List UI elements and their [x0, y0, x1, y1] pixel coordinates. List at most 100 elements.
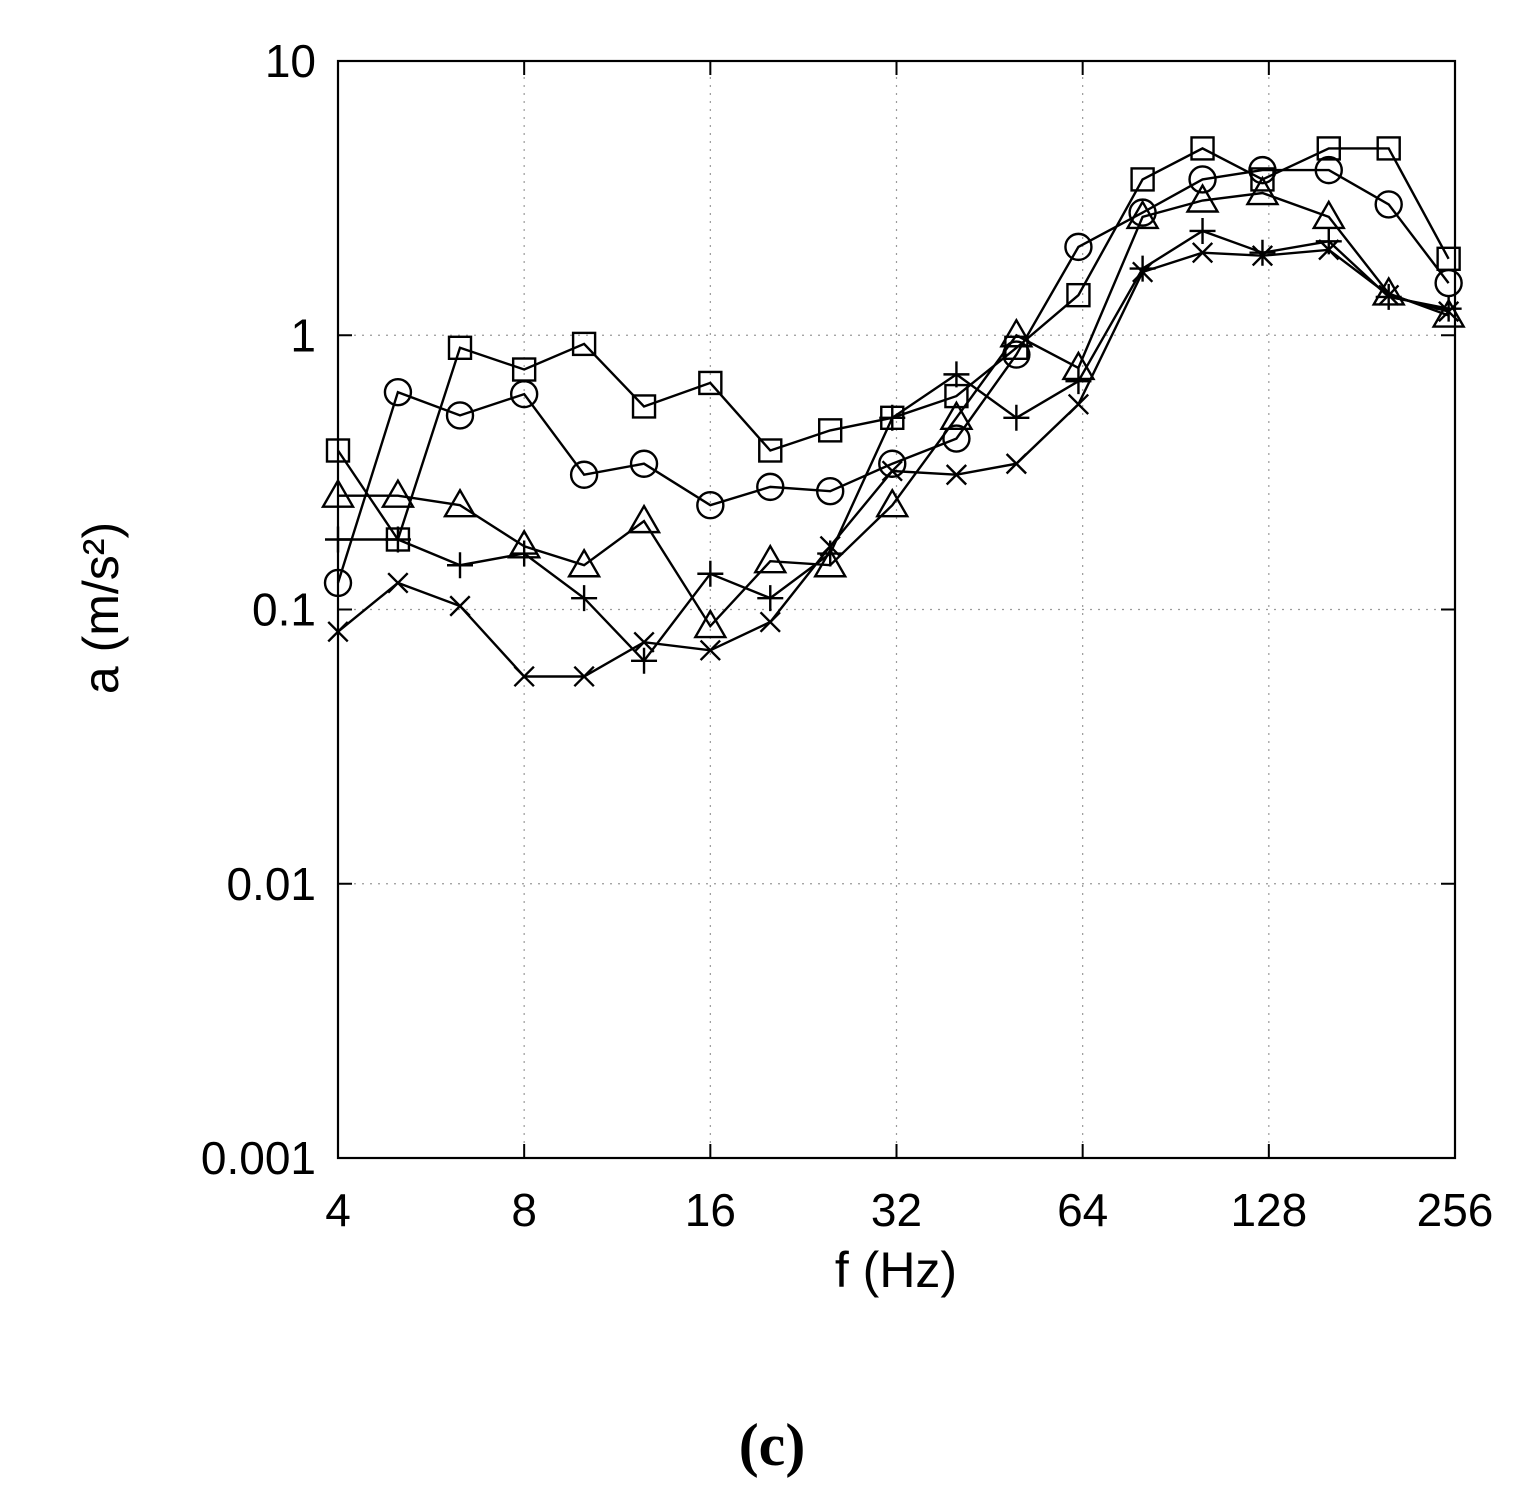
data-point-square [1376, 136, 1401, 161]
data-point-plus [631, 647, 658, 674]
x-tick-label: 16 [685, 1184, 736, 1236]
data-point-triangle [693, 608, 728, 639]
data-point-cross [1005, 453, 1027, 475]
x-tick-label: 128 [1230, 1184, 1307, 1236]
data-point-plus [879, 404, 906, 431]
series-circle [323, 155, 1463, 598]
y-tick-label: 0.01 [226, 858, 316, 910]
y-tick-label: 10 [265, 35, 316, 87]
x-axis-title: f (Hz) [835, 1242, 957, 1298]
data-point-square [698, 370, 723, 396]
data-point-cross [1067, 393, 1090, 415]
data-point-cross [881, 460, 903, 482]
tick-label-layer: 4 8 16 32 64 128 256 0.001 0.01 0.1 1 10 [201, 35, 1494, 1236]
data-point-cross [1132, 261, 1154, 283]
data-point-square [1066, 282, 1091, 308]
data-point-cross [819, 535, 841, 557]
data-point-triangle [999, 317, 1034, 348]
data-point-cross [387, 572, 409, 594]
data-point-cross [759, 611, 781, 633]
data-point-cross [1318, 239, 1340, 261]
data-point-square [1316, 136, 1341, 161]
grid-layer [338, 61, 1455, 1158]
data-point-circle [696, 491, 725, 520]
data-point-cross [449, 595, 471, 617]
data-point-circle [569, 460, 599, 489]
data-point-circle [815, 476, 845, 506]
x-tick-label: 64 [1057, 1184, 1108, 1236]
data-point-circle [1188, 165, 1217, 194]
data-point-circle [756, 472, 785, 502]
series-square [325, 136, 1461, 552]
data-point-cross [1378, 284, 1400, 306]
data-point-plus [447, 552, 474, 579]
data-point-plus [943, 361, 970, 388]
data-point-plus [384, 526, 411, 553]
data-point-circle [1374, 190, 1403, 219]
data-point-circle [1314, 155, 1343, 185]
data-point-circle [383, 377, 413, 407]
data-point-cross [945, 464, 968, 486]
data-point-cross [1251, 245, 1274, 267]
y-tick-label: 0.1 [252, 584, 316, 636]
plot-frame [336, 59, 1457, 1160]
data-point-circle [1064, 232, 1093, 262]
data-point-plus [697, 560, 724, 587]
data-point-square [817, 418, 843, 443]
tick-layer [337, 60, 1456, 1159]
series-line-square [337, 147, 1450, 543]
data-point-cross [513, 665, 535, 688]
series-line-circle [336, 168, 1450, 584]
data-point-circle [1248, 155, 1277, 185]
panel-label: (c) [739, 1412, 806, 1478]
data-point-cross [633, 631, 655, 653]
data-point-triangle [1431, 298, 1466, 328]
data-point-triangle [442, 487, 478, 518]
data-point-circle [878, 449, 907, 478]
data-point-triangle [813, 547, 848, 578]
x-tick-label: 256 [1417, 1184, 1494, 1236]
data-point-plus [1065, 368, 1092, 395]
data-point-triangle [1311, 199, 1346, 230]
x-tick-label: 32 [871, 1184, 922, 1236]
data-point-plus [511, 540, 538, 567]
data-point-plus [1003, 404, 1030, 431]
data-point-triangle [1185, 183, 1220, 213]
data-point-triangle [875, 487, 910, 518]
data-point-plus [1189, 217, 1216, 244]
data-point-circle [445, 401, 475, 430]
y-tick-label: 1 [290, 309, 316, 361]
data-point-square [1130, 167, 1155, 192]
data-point-plus [1249, 239, 1276, 266]
data-point-square [1436, 246, 1461, 272]
data-point-square [1190, 136, 1215, 161]
data-point-triangle [567, 547, 602, 578]
data-point-square [447, 335, 473, 360]
data-point-square [758, 438, 783, 463]
data-point-circle [509, 379, 539, 409]
data-point-triangle [939, 400, 974, 431]
data-point-plus [571, 585, 598, 612]
series-line-plus [338, 229, 1449, 663]
data-point-cross [699, 639, 721, 661]
data-point-triangle [380, 478, 416, 508]
data-point-square [571, 331, 597, 357]
data-point-square [631, 394, 657, 419]
x-tick-label: 8 [511, 1184, 537, 1236]
data-point-triangle [1245, 175, 1280, 206]
data-point-plus [757, 585, 784, 612]
data-point-triangle [753, 543, 788, 574]
data-point-cross [573, 665, 595, 688]
data-point-cross [1191, 242, 1214, 264]
x-tick-label: 4 [325, 1184, 351, 1236]
y-axis-title: a (m/s²) [73, 522, 129, 694]
data-point-circle [629, 449, 659, 478]
data-point-circle [942, 424, 971, 453]
data-point-square [1250, 167, 1275, 192]
series-layer [320, 136, 1466, 688]
series-plus [325, 217, 1462, 674]
data-point-triangle [1125, 199, 1160, 230]
data-point-triangle [626, 503, 662, 534]
y-tick-label: 0.001 [201, 1132, 316, 1184]
